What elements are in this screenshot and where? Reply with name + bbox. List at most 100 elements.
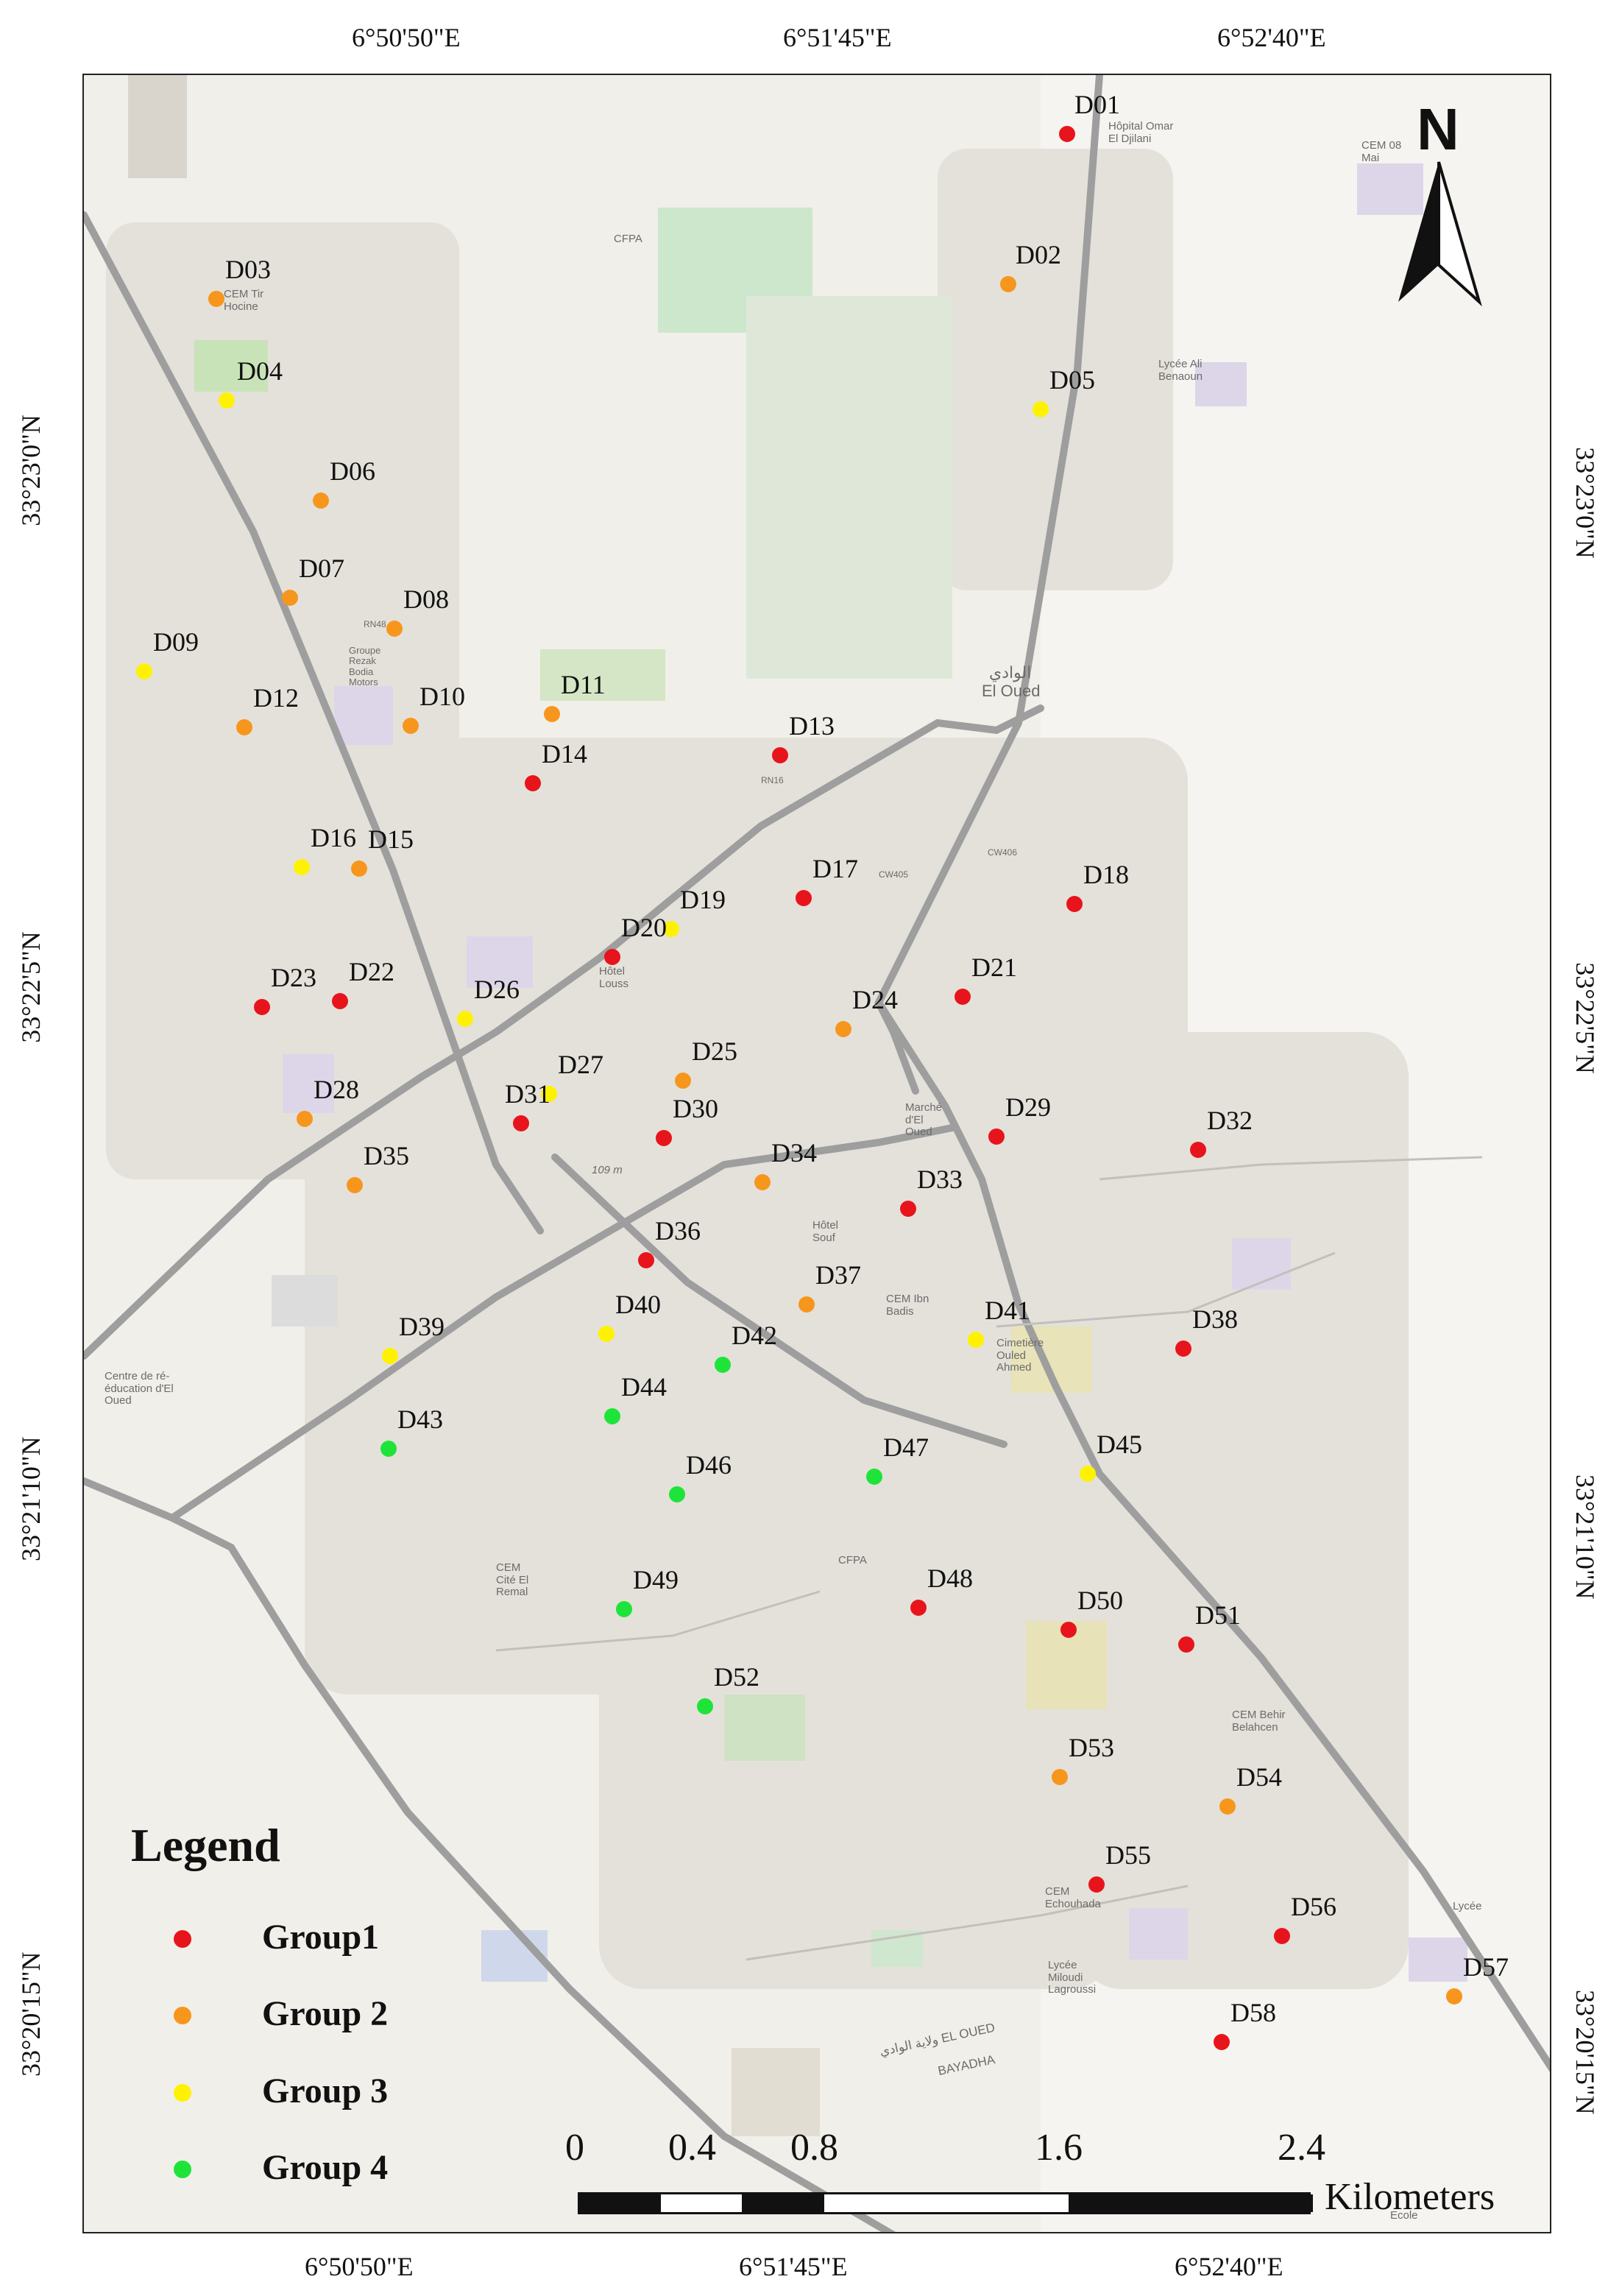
- graticule-right-3: 33°21'10"N: [1570, 1474, 1600, 1600]
- sampling-point-d28[interactable]: [297, 1111, 313, 1127]
- place-label: Cimetière Ouled Ahmed: [996, 1337, 1044, 1374]
- place-label: Centre de ré-éducation d'El Oued: [105, 1370, 174, 1407]
- place-label: CFPA: [838, 1554, 867, 1566]
- sampling-point-d17[interactable]: [796, 890, 812, 906]
- sampling-point-d22[interactable]: [332, 993, 348, 1009]
- sampling-point-d23[interactable]: [254, 999, 270, 1015]
- graticule-left-1: 33°23'0"N: [16, 414, 46, 526]
- sampling-point-d24[interactable]: [835, 1021, 851, 1037]
- sampling-point-d11[interactable]: [544, 706, 560, 722]
- sampling-point-d12[interactable]: [236, 719, 252, 735]
- sampling-point-d07[interactable]: [282, 590, 298, 606]
- sampling-point-label: D54: [1236, 1762, 1282, 1792]
- legend-label-group3: Group 3: [262, 2071, 389, 2110]
- sampling-point-d47[interactable]: [866, 1469, 882, 1485]
- sampling-point-d03[interactable]: [208, 291, 224, 307]
- sampling-point-d52[interactable]: [697, 1698, 713, 1714]
- sampling-point-d16[interactable]: [294, 859, 310, 875]
- sampling-point-label: D38: [1192, 1304, 1238, 1334]
- sampling-point-d39[interactable]: [382, 1348, 398, 1364]
- sampling-point-d44[interactable]: [604, 1408, 620, 1424]
- sampling-point-label: D04: [237, 356, 283, 386]
- sampling-point-d33[interactable]: [900, 1201, 916, 1217]
- sampling-point-d02[interactable]: [1000, 276, 1016, 292]
- place-label: Hôtel Louss: [599, 965, 629, 990]
- sampling-point-d19[interactable]: [663, 921, 679, 937]
- sampling-point-label: D26: [474, 975, 520, 1004]
- sampling-point-d10[interactable]: [403, 718, 419, 734]
- sampling-point-d50[interactable]: [1060, 1622, 1077, 1638]
- sampling-point-label: D16: [311, 823, 356, 852]
- sampling-point-label: D27: [558, 1050, 603, 1079]
- sampling-point-d46[interactable]: [669, 1486, 685, 1502]
- sampling-point-label: D10: [419, 682, 465, 711]
- sampling-point-d32[interactable]: [1190, 1142, 1206, 1158]
- graticule-bottom-2: 6°51'45"E: [739, 2252, 848, 2281]
- sampling-point-d42[interactable]: [715, 1357, 731, 1373]
- sampling-point-d55[interactable]: [1088, 1876, 1105, 1893]
- sampling-point-d27[interactable]: [541, 1086, 557, 1102]
- sampling-point-d14[interactable]: [525, 775, 541, 791]
- scale-segment: [742, 2194, 824, 2212]
- sampling-point-d57[interactable]: [1446, 1988, 1462, 2004]
- sampling-point-label: D31: [505, 1079, 550, 1109]
- sampling-point-d01[interactable]: [1059, 126, 1075, 142]
- sampling-point-label: D17: [812, 854, 858, 883]
- sampling-point-d56[interactable]: [1274, 1928, 1290, 1944]
- sampling-point-d48[interactable]: [910, 1600, 927, 1616]
- legend-dot-group3: [174, 2084, 191, 2102]
- sampling-point-label: D33: [917, 1165, 963, 1194]
- sampling-point-d43[interactable]: [380, 1441, 397, 1457]
- sampling-point-label: D21: [971, 953, 1017, 982]
- graticule-bottom-1: 6°50'50"E: [305, 2252, 414, 2281]
- sampling-point-d21[interactable]: [955, 989, 971, 1005]
- sampling-point-d30[interactable]: [656, 1130, 672, 1146]
- sampling-point-label: D40: [615, 1290, 661, 1319]
- scale-tick-2-4: 2.4: [1278, 2127, 1325, 2169]
- sampling-point-d09[interactable]: [136, 663, 152, 679]
- place-label: CW406: [988, 847, 1018, 858]
- sampling-point-label: D42: [732, 1321, 777, 1350]
- sampling-point-d35[interactable]: [347, 1177, 363, 1193]
- sampling-point-d58[interactable]: [1214, 2034, 1230, 2050]
- sampling-point-label: D41: [985, 1296, 1030, 1325]
- map-frame[interactable]: Hôpital Omar El Djilani CFPA CEM 08 Mai …: [82, 74, 1551, 2233]
- sampling-point-d38[interactable]: [1175, 1340, 1191, 1357]
- sampling-point-d26[interactable]: [457, 1011, 473, 1027]
- sampling-point-d15[interactable]: [351, 861, 367, 877]
- base-map: [84, 75, 1550, 2232]
- sampling-point-label: D02: [1016, 240, 1061, 269]
- sampling-point-d41[interactable]: [968, 1332, 984, 1348]
- sampling-point-label: D25: [692, 1036, 737, 1066]
- legend-dot-group4: [174, 2161, 191, 2178]
- north-arrow-label: N: [1417, 96, 1459, 162]
- sampling-point-d04[interactable]: [219, 392, 235, 409]
- sampling-point-d53[interactable]: [1052, 1769, 1068, 1785]
- sampling-point-d13[interactable]: [772, 747, 788, 763]
- sampling-point-label: D28: [314, 1075, 359, 1104]
- sampling-point-d49[interactable]: [616, 1601, 632, 1617]
- sampling-point-d40[interactable]: [598, 1326, 615, 1342]
- sampling-point-d36[interactable]: [638, 1252, 654, 1268]
- sampling-point-d45[interactable]: [1080, 1466, 1096, 1482]
- sampling-point-d54[interactable]: [1219, 1798, 1236, 1815]
- sampling-point-d31[interactable]: [513, 1115, 529, 1131]
- sampling-point-d51[interactable]: [1178, 1636, 1194, 1653]
- place-label: Lycée Ali Benaoun: [1158, 358, 1203, 383]
- sampling-point-d20[interactable]: [604, 949, 620, 965]
- legend-label-group4: Group 4: [262, 2148, 389, 2187]
- sampling-point-d08[interactable]: [386, 621, 403, 637]
- sampling-point-label: D32: [1207, 1106, 1253, 1135]
- sampling-point-d37[interactable]: [798, 1296, 815, 1313]
- place-label: CEM 08 Mai: [1361, 139, 1402, 164]
- sampling-point-d18[interactable]: [1066, 896, 1083, 912]
- sampling-point-d34[interactable]: [754, 1174, 771, 1190]
- scale-unit: Kilometers: [1325, 2176, 1495, 2218]
- place-label: CEM Ibn Badis: [886, 1293, 929, 1318]
- sampling-point-d25[interactable]: [675, 1073, 691, 1089]
- scale-tick-0-4: 0.4: [668, 2127, 716, 2169]
- sampling-point-label: D30: [673, 1094, 718, 1123]
- sampling-point-d05[interactable]: [1033, 401, 1049, 417]
- sampling-point-d29[interactable]: [988, 1128, 1005, 1145]
- sampling-point-d06[interactable]: [313, 492, 329, 509]
